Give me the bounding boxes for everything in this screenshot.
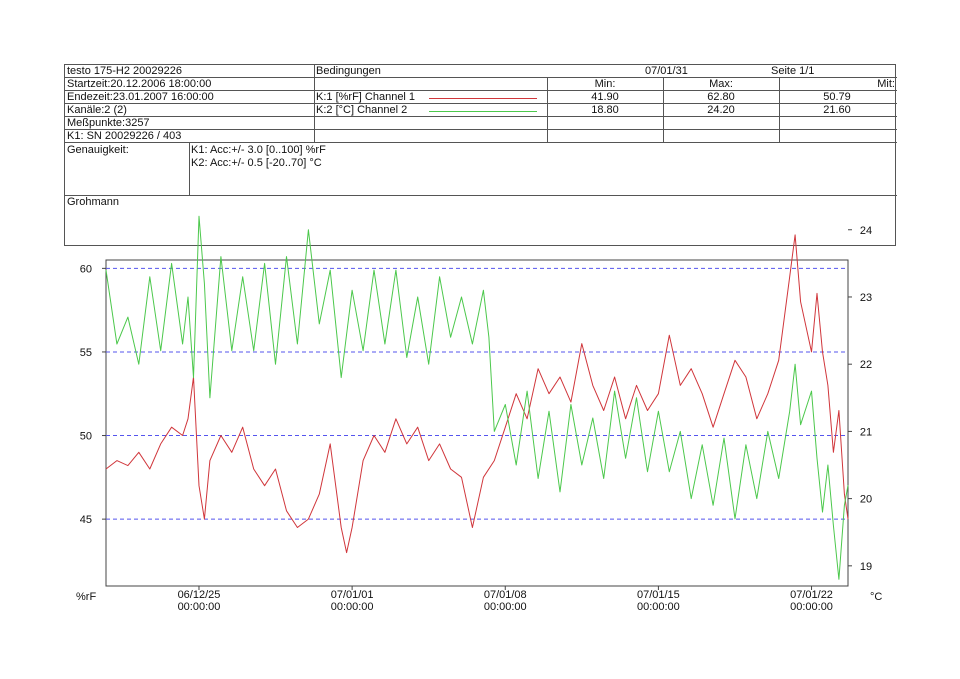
channel1-max: 62.80 — [707, 91, 735, 103]
x-tick-date: 07/01/22 — [790, 589, 833, 601]
start-time: Startzeit:20.12.2006 18:00:00 — [67, 78, 212, 90]
ylabel-right: °C — [870, 591, 882, 603]
x-tick-time: 00:00:00 — [790, 601, 833, 613]
channel2-mean: 21.60 — [823, 104, 851, 116]
right-tick-label: 24 — [860, 225, 872, 237]
x-tick-date: 06/12/25 — [178, 589, 221, 601]
left-tick-label: 60 — [80, 263, 92, 275]
accuracy-k1: K1: Acc:+/- 3.0 [0..100] %rF — [191, 144, 326, 156]
x-tick-date: 07/01/15 — [637, 589, 680, 601]
channel2-max: 24.20 — [707, 104, 735, 116]
series-line-channel2 — [105, 215, 849, 580]
series-line-channel1 — [105, 234, 849, 554]
min-label: Min: — [594, 78, 616, 90]
right-tick-label: 22 — [860, 359, 872, 371]
left-tick-label: 50 — [80, 431, 92, 443]
measurement-points: Meßpunkte:3257 — [67, 117, 150, 129]
max-label: Max: — [709, 78, 733, 90]
right-tick-label: 20 — [860, 494, 872, 506]
plot-frame — [105, 259, 849, 587]
serial-number: K1: SN 20029226 / 403 — [67, 130, 182, 142]
channel2-min: 18.80 — [591, 104, 619, 116]
operator-name: Grohmann — [67, 196, 119, 208]
left-tick-label: 55 — [80, 347, 92, 359]
x-tick-date: 07/01/08 — [484, 589, 527, 601]
channel-count: Kanäle:2 (2) — [67, 104, 127, 116]
left-tick-label: 45 — [80, 514, 92, 526]
page-number: Seite 1/1 — [771, 65, 815, 77]
x-tick-date: 07/01/01 — [331, 589, 374, 601]
mean-label: Mit: — [877, 78, 895, 90]
report-date: 07/01/31 — [645, 65, 688, 77]
end-time: Endezeit:23.01.2007 16:00:00 — [67, 91, 214, 103]
channel2-label: K:2 [°C] Channel 2 — [316, 104, 408, 116]
ylabel-left: %rF — [76, 591, 96, 603]
x-tick-time: 00:00:00 — [331, 601, 374, 613]
right-tick-label: 21 — [860, 426, 872, 438]
device-id: testo 175-H2 20029226 — [67, 65, 182, 77]
x-tick-time: 00:00:00 — [178, 601, 221, 613]
channel2-legend-line — [429, 111, 537, 112]
x-tick-time: 00:00:00 — [637, 601, 680, 613]
channel1-label: K:1 [%rF] Channel 1 — [316, 91, 416, 103]
channel1-min: 41.90 — [591, 91, 619, 103]
channel1-legend-line — [429, 98, 537, 99]
accuracy-label: Genauigkeit: — [67, 144, 129, 156]
right-tick-label: 19 — [860, 561, 872, 573]
right-tick-label: 23 — [860, 292, 872, 304]
accuracy-k2: K2: Acc:+/- 0.5 [-20..70] °C — [191, 157, 322, 169]
header-table: testo 175-H2 20029226 Startzeit:20.12.20… — [64, 64, 897, 246]
x-tick-time: 00:00:00 — [484, 601, 527, 613]
channel1-mean: 50.79 — [823, 91, 851, 103]
conditions-label: Bedingungen — [316, 65, 381, 77]
